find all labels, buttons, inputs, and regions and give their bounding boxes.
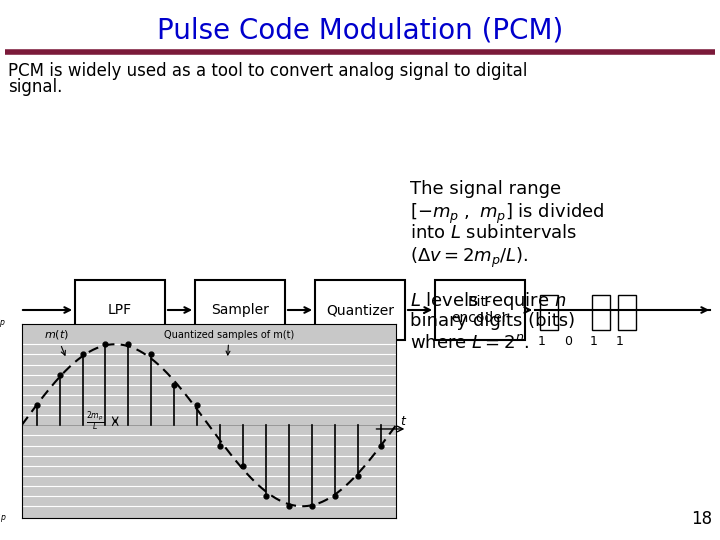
Text: PCM is widely used as a tool to convert analog signal to digital: PCM is widely used as a tool to convert … [8,62,527,80]
FancyBboxPatch shape [618,295,636,330]
FancyBboxPatch shape [75,280,165,340]
Text: where $L = 2^n$.: where $L = 2^n$. [410,334,529,352]
FancyBboxPatch shape [435,280,525,340]
Text: LPF: LPF [108,303,132,317]
Text: $L$ levels require $n$: $L$ levels require $n$ [410,290,567,312]
Text: $\frac{2m_p}{L}$: $\frac{2m_p}{L}$ [86,409,104,433]
Text: $[-m_p\ ,\ m_p]$ is divided: $[-m_p\ ,\ m_p]$ is divided [410,202,604,226]
FancyBboxPatch shape [315,280,405,340]
Text: Bit-
encoder: Bit- encoder [451,295,508,325]
Text: $(\Delta v = 2m_p/L)$.: $(\Delta v = 2m_p/L)$. [410,246,528,270]
Text: 0: 0 [564,335,572,348]
FancyBboxPatch shape [195,280,285,340]
Text: The signal range: The signal range [410,180,561,198]
Text: Pulse Code Modulation (PCM): Pulse Code Modulation (PCM) [157,16,563,44]
Text: Sampler: Sampler [211,303,269,317]
Text: 18: 18 [691,510,712,528]
Text: $m_p$: $m_p$ [0,317,6,331]
Text: into $L$ subintervals: into $L$ subintervals [410,224,577,242]
Text: 1: 1 [538,335,546,348]
Text: Quantized samples of m(t): Quantized samples of m(t) [164,329,294,355]
Text: $t$: $t$ [400,415,407,428]
Text: Quantizer: Quantizer [326,303,394,317]
Text: binary digits (bits): binary digits (bits) [410,312,575,330]
Text: $m(t)$: $m(t)$ [44,328,69,355]
Text: signal.: signal. [8,78,63,96]
Text: $-m_p$: $-m_p$ [0,511,6,525]
Text: 1: 1 [616,335,624,348]
FancyBboxPatch shape [540,295,558,330]
Text: 1: 1 [590,335,598,348]
FancyBboxPatch shape [592,295,610,330]
